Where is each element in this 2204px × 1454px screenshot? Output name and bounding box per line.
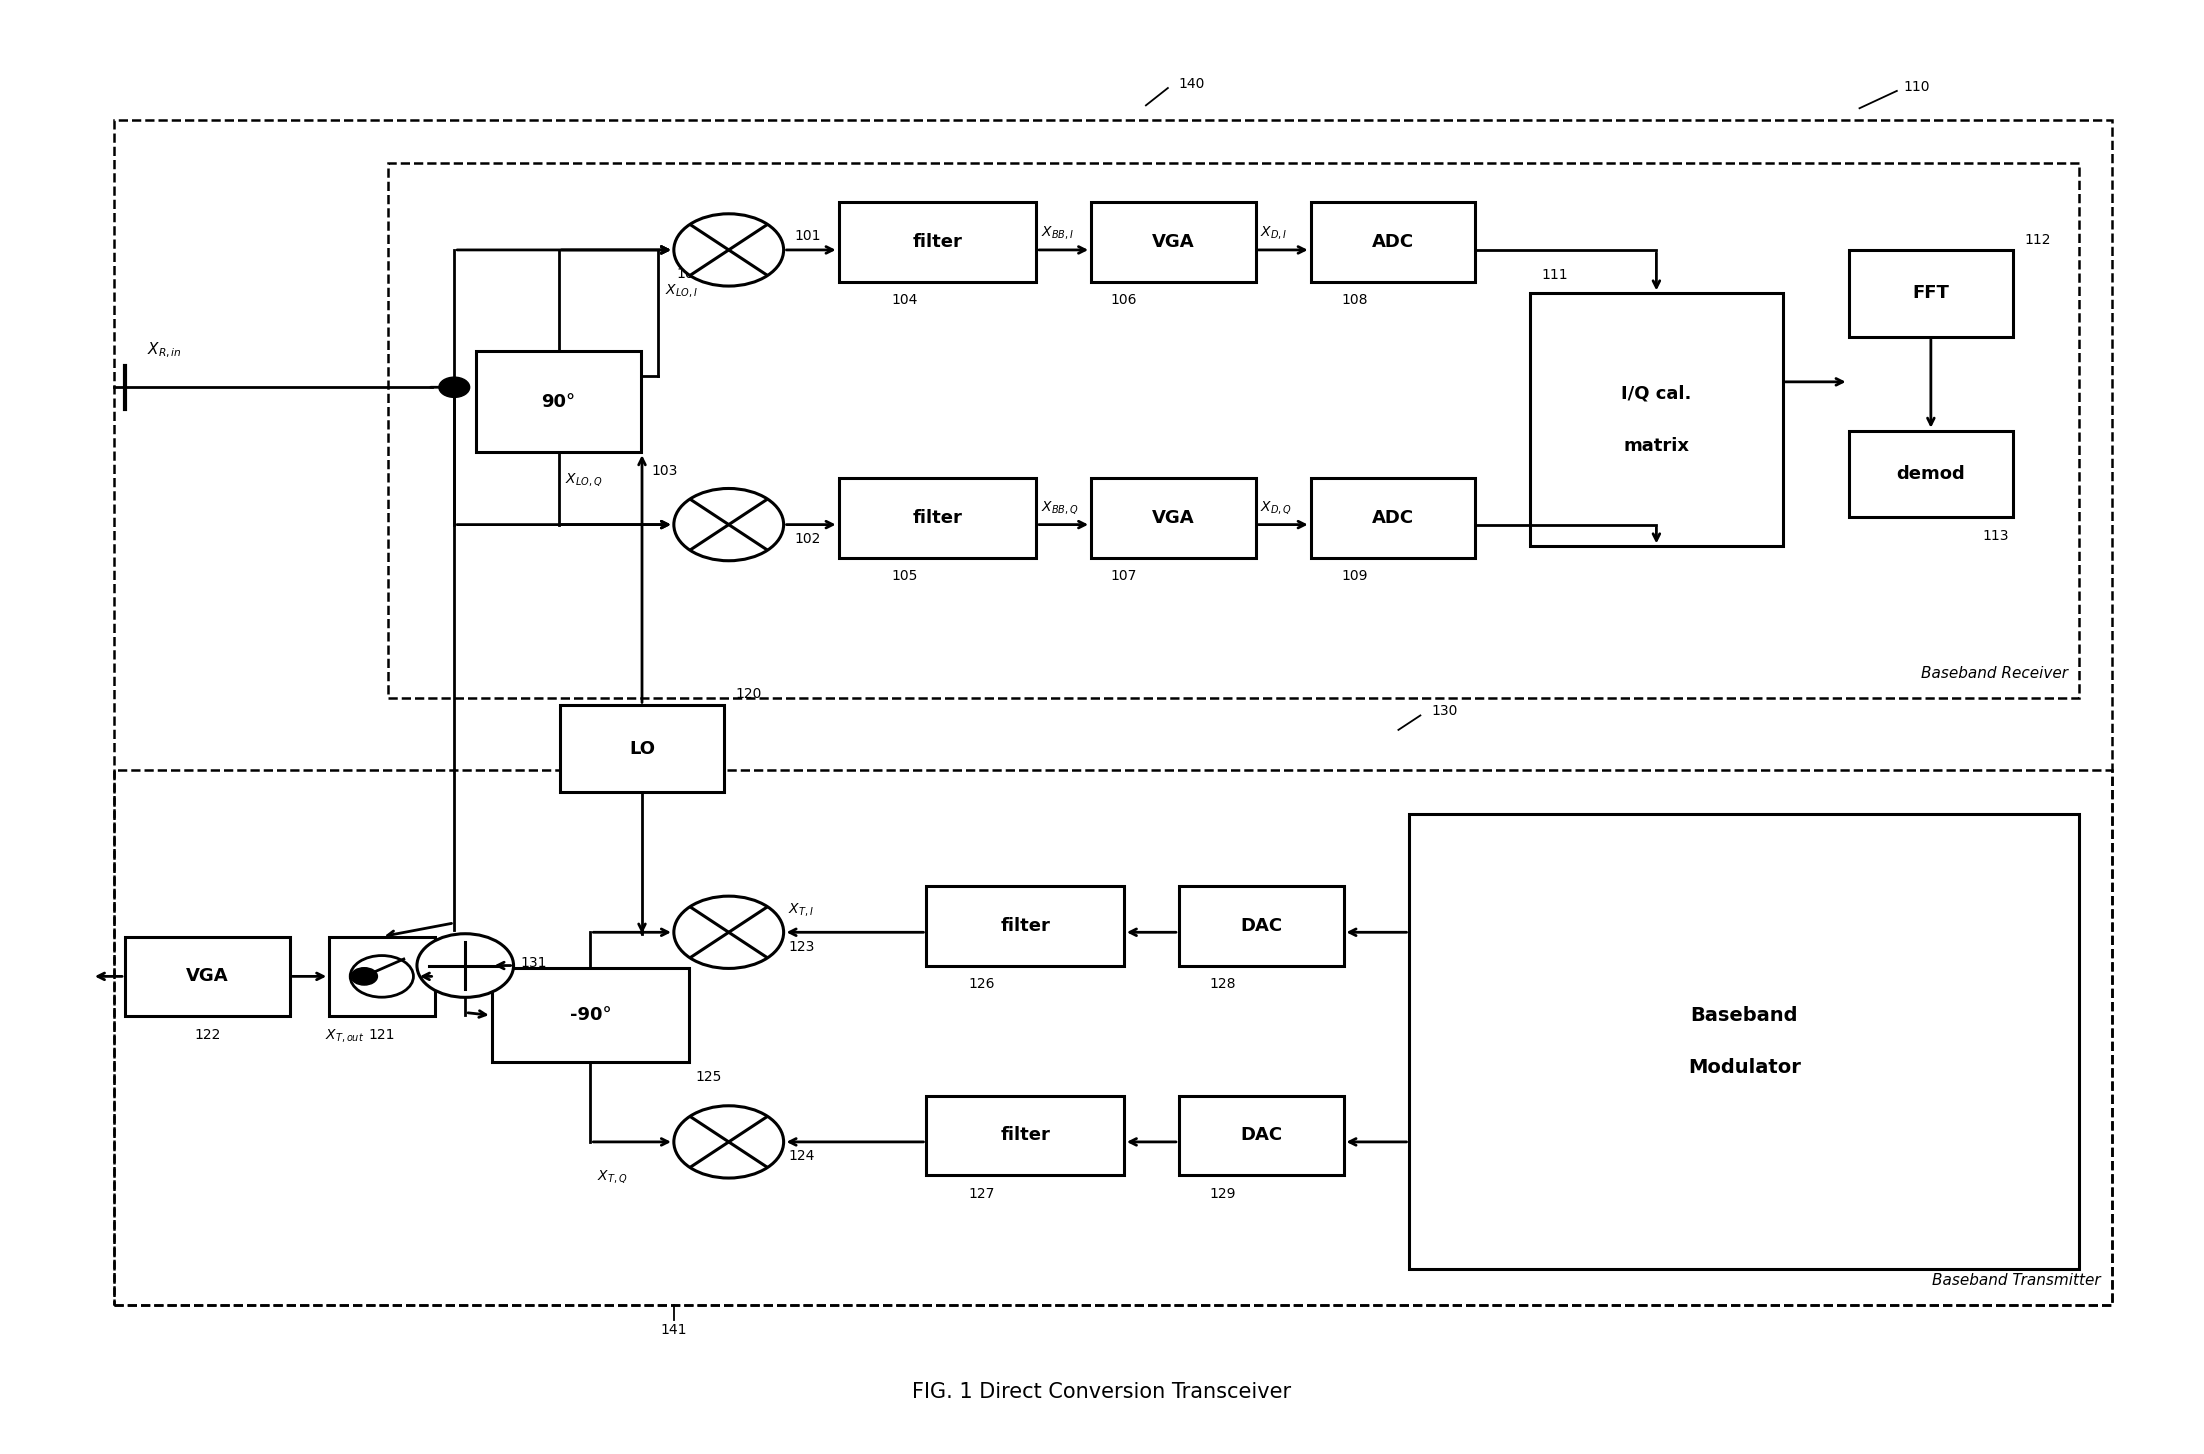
Text: demod: demod bbox=[1895, 465, 1966, 483]
Text: ADC: ADC bbox=[1371, 509, 1415, 528]
Text: ADC: ADC bbox=[1371, 233, 1415, 252]
Text: 111: 111 bbox=[1541, 268, 1567, 282]
Bar bbox=[1311, 202, 1474, 282]
Text: $X_{LO,I}$: $X_{LO,I}$ bbox=[666, 282, 699, 298]
Bar bbox=[838, 202, 1036, 282]
Text: Baseband: Baseband bbox=[1690, 1006, 1798, 1025]
Text: 101: 101 bbox=[796, 228, 822, 243]
Text: 128: 128 bbox=[1210, 977, 1236, 992]
Bar bbox=[926, 885, 1124, 965]
Text: 105: 105 bbox=[890, 570, 917, 583]
Text: filter: filter bbox=[912, 233, 963, 252]
Text: filter: filter bbox=[912, 509, 963, 528]
Text: filter: filter bbox=[1001, 917, 1049, 935]
Text: 123: 123 bbox=[789, 939, 815, 954]
Text: Modulator: Modulator bbox=[1688, 1059, 1801, 1077]
Text: 106: 106 bbox=[1111, 294, 1137, 307]
Text: 140: 140 bbox=[1179, 77, 1206, 90]
Text: 103: 103 bbox=[652, 464, 679, 478]
Text: $X_{T,Q}$: $X_{T,Q}$ bbox=[597, 1168, 628, 1185]
Text: $X_{BB,I}$: $X_{BB,I}$ bbox=[1040, 224, 1073, 241]
Circle shape bbox=[674, 896, 785, 968]
Text: 126: 126 bbox=[968, 977, 994, 992]
Text: VGA: VGA bbox=[1153, 509, 1195, 528]
Circle shape bbox=[350, 955, 414, 997]
Bar bbox=[1408, 814, 2078, 1269]
Bar bbox=[1091, 478, 1256, 558]
Bar bbox=[1849, 250, 2012, 337]
Text: 113: 113 bbox=[1981, 529, 2008, 542]
Bar bbox=[1091, 202, 1256, 282]
Text: 127: 127 bbox=[968, 1186, 994, 1201]
Text: 131: 131 bbox=[520, 955, 547, 970]
Text: 112: 112 bbox=[2023, 233, 2050, 247]
Circle shape bbox=[674, 489, 785, 561]
Text: 102: 102 bbox=[796, 532, 820, 545]
Text: -90°: -90° bbox=[569, 1006, 611, 1025]
Text: 103: 103 bbox=[677, 268, 703, 281]
Bar bbox=[1311, 478, 1474, 558]
Text: 129: 129 bbox=[1210, 1186, 1236, 1201]
Circle shape bbox=[350, 968, 377, 984]
Text: 109: 109 bbox=[1342, 570, 1369, 583]
Text: $X_{D,I}$: $X_{D,I}$ bbox=[1261, 224, 1287, 241]
Text: $X_{D,Q}$: $X_{D,Q}$ bbox=[1261, 499, 1292, 516]
Bar bbox=[1179, 885, 1344, 965]
Text: I/Q cal.: I/Q cal. bbox=[1622, 385, 1693, 403]
Text: $X_{BB,Q}$: $X_{BB,Q}$ bbox=[1040, 499, 1078, 516]
Text: 108: 108 bbox=[1342, 294, 1369, 307]
Text: $X_{R,in}$: $X_{R,in}$ bbox=[148, 340, 183, 359]
Bar bbox=[388, 163, 2078, 698]
Circle shape bbox=[674, 1105, 785, 1178]
Text: 104: 104 bbox=[890, 294, 917, 307]
Text: 110: 110 bbox=[1904, 80, 1931, 93]
Circle shape bbox=[417, 933, 514, 997]
Bar bbox=[1849, 430, 2012, 518]
Bar bbox=[1530, 294, 1783, 547]
Text: 125: 125 bbox=[696, 1070, 723, 1083]
Bar bbox=[491, 968, 690, 1063]
Circle shape bbox=[674, 214, 785, 286]
Text: 130: 130 bbox=[1430, 704, 1457, 718]
Text: 120: 120 bbox=[736, 686, 763, 701]
Text: VGA: VGA bbox=[1153, 233, 1195, 252]
Text: $X_{T,out}$: $X_{T,out}$ bbox=[324, 1027, 364, 1044]
Bar bbox=[115, 119, 2111, 1306]
Text: Baseband Receiver: Baseband Receiver bbox=[1922, 666, 2067, 680]
Text: 141: 141 bbox=[661, 1323, 688, 1336]
Text: DAC: DAC bbox=[1241, 1127, 1283, 1144]
Text: 107: 107 bbox=[1111, 570, 1137, 583]
Text: $X_{LO,Q}$: $X_{LO,Q}$ bbox=[564, 471, 602, 489]
Bar bbox=[126, 936, 289, 1016]
Text: 90°: 90° bbox=[542, 393, 575, 410]
Text: matrix: matrix bbox=[1624, 436, 1690, 455]
Text: $X_{T,I}$: $X_{T,I}$ bbox=[789, 901, 813, 917]
Text: filter: filter bbox=[1001, 1127, 1049, 1144]
Bar bbox=[838, 478, 1036, 558]
Bar bbox=[1179, 1096, 1344, 1175]
Bar bbox=[115, 771, 2111, 1306]
Circle shape bbox=[439, 377, 469, 397]
Text: FFT: FFT bbox=[1913, 285, 1948, 302]
Text: LO: LO bbox=[628, 740, 655, 758]
Text: FIG. 1 Direct Conversion Transceiver: FIG. 1 Direct Conversion Transceiver bbox=[912, 1381, 1292, 1402]
Bar bbox=[560, 705, 725, 792]
Text: Baseband Transmitter: Baseband Transmitter bbox=[1933, 1272, 2100, 1288]
Bar bbox=[328, 936, 434, 1016]
Text: DAC: DAC bbox=[1241, 917, 1283, 935]
Text: 122: 122 bbox=[194, 1028, 220, 1041]
Text: VGA: VGA bbox=[185, 967, 229, 986]
Bar bbox=[476, 350, 641, 452]
Bar bbox=[926, 1096, 1124, 1175]
Text: 124: 124 bbox=[789, 1149, 815, 1163]
Text: 121: 121 bbox=[368, 1028, 395, 1041]
